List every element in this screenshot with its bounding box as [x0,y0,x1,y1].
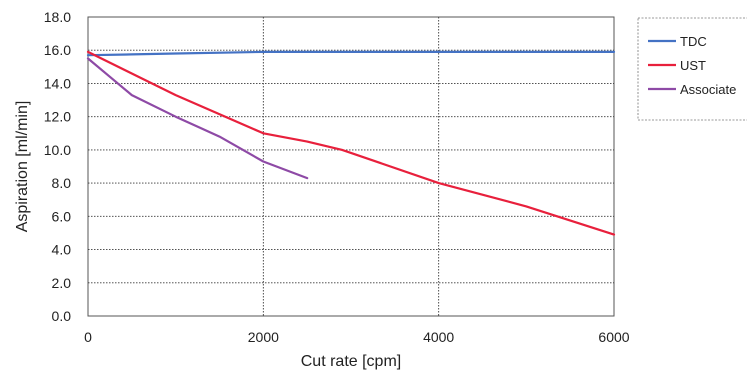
y-tick-label: 6.0 [52,208,72,224]
y-tick-labels: 0.0 2.0 4.0 6.0 8.0 10.0 12.0 14.0 16.0 18.0 [44,9,71,324]
y-tick-label: 4.0 [52,242,72,258]
x-tick-labels: 0 2000 4000 6000 [84,329,630,345]
x-tick-label: 6000 [598,329,629,345]
legend-label-tdc: TDC [680,34,707,49]
series-lines [86,50,616,236]
series-line-tdc [86,50,616,57]
y-tick-label: 10.0 [44,142,71,158]
plot-area [87,16,615,317]
y-tick-label: 12.0 [44,109,71,125]
y-tick-label: 8.0 [52,175,72,191]
grid-lines [88,17,614,316]
legend-label-ust: UST [680,58,706,73]
y-tick-label: 18.0 [44,9,71,25]
x-tick-label: 4000 [423,329,454,345]
x-tick-label: 0 [84,329,92,345]
y-tick-label: 14.0 [44,75,71,91]
y-tick-label: 2.0 [52,275,72,291]
x-tick-label: 2000 [248,329,279,345]
legend: TDC UST Associate [637,17,747,121]
legend-label-associate: Associate [680,82,736,97]
x-axis-title: Cut rate [cpm] [301,353,401,370]
legend-box [637,17,747,121]
y-tick-label: 0.0 [52,308,72,324]
y-tick-label: 16.0 [44,42,71,58]
series-line-associate [86,57,309,180]
series-line-ust [86,50,616,236]
y-axis-title: Aspiration [ml/min] [14,101,31,233]
